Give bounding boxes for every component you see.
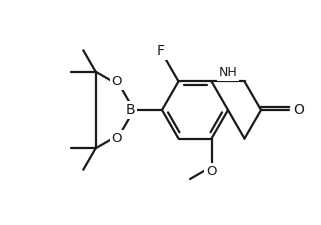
Text: B: B: [125, 103, 135, 117]
Text: F: F: [156, 44, 164, 58]
Text: O: O: [112, 132, 122, 145]
Text: O: O: [206, 165, 217, 178]
Text: O: O: [112, 75, 122, 88]
Text: O: O: [294, 103, 305, 117]
Text: NH: NH: [219, 66, 237, 79]
